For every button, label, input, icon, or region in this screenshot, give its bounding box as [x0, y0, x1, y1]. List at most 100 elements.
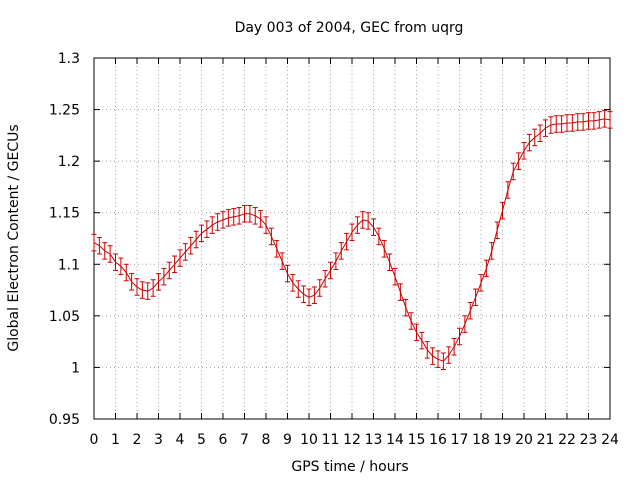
x-tick-label: 4: [176, 432, 185, 448]
error-bar-point: [209, 216, 215, 234]
error-bar-point: [457, 327, 462, 346]
y-tick-label: 0.95: [49, 412, 80, 428]
error-bar-point: [575, 113, 581, 131]
error-bar-point: [602, 110, 608, 128]
error-bar-point: [510, 162, 516, 181]
y-tick-label: 1.05: [49, 309, 80, 325]
error-bar-point: [419, 331, 425, 350]
error-bar-point: [403, 298, 409, 317]
error-bar-point: [285, 264, 290, 283]
x-tick-label: 19: [494, 432, 512, 448]
x-tick-label: 6: [219, 432, 228, 448]
error-bar-point: [580, 113, 586, 131]
data-series: [91, 110, 613, 370]
y-tick-label: 1.2: [58, 154, 80, 170]
error-bar-point: [139, 281, 145, 299]
error-bar-point: [338, 242, 344, 260]
x-tick-label: 13: [365, 432, 383, 448]
error-bar-point: [451, 338, 457, 356]
error-bar-point: [156, 273, 161, 291]
error-bar-point: [193, 230, 199, 249]
error-bar-point: [161, 267, 167, 286]
error-bar-point: [607, 111, 613, 129]
error-bar-point: [102, 242, 108, 260]
error-bar-point: [252, 207, 258, 225]
error-bar-point: [505, 181, 511, 199]
x-tick-label: 14: [386, 432, 404, 448]
chart-title: Day 003 of 2004, GEC from uqrg: [235, 20, 464, 36]
error-bar-point: [129, 273, 135, 291]
error-bar-point: [548, 116, 554, 134]
error-bar-point: [328, 261, 333, 280]
error-bar-point: [349, 223, 355, 242]
error-bar-point: [333, 252, 339, 270]
error-bar-point: [247, 204, 253, 223]
error-bar-point: [430, 347, 436, 365]
x-tick-label: 16: [429, 432, 447, 448]
error-bar-point: [435, 350, 441, 368]
y-tick-label: 1.25: [49, 103, 80, 119]
error-bar-point: [199, 224, 204, 243]
x-tick-label: 15: [408, 432, 426, 448]
error-bar-point: [225, 209, 231, 227]
error-bar-point: [107, 245, 113, 263]
error-bar-point: [150, 279, 156, 297]
error-bar-point: [473, 288, 479, 307]
error-bar-point: [424, 341, 430, 359]
error-bar-point: [537, 124, 543, 143]
error-bar-point: [96, 236, 102, 255]
x-tick-label: 11: [322, 432, 340, 448]
error-bar-point: [360, 211, 366, 229]
error-bar-point: [215, 213, 221, 231]
error-bar-point: [123, 263, 129, 282]
error-bar-point: [564, 114, 570, 132]
x-tick-label: 3: [154, 432, 163, 448]
x-axis-label: GPS time / hours: [291, 459, 408, 475]
error-bar-point: [586, 112, 591, 130]
error-bar-point: [263, 216, 269, 234]
error-bar-point: [236, 207, 242, 225]
error-bar-point: [553, 115, 559, 133]
x-axis: 0 1 2 3 4 5 6 7 8 9 10 11 12 13 14 15 16 17 18 19 20 21 22 23 24: [90, 58, 619, 448]
y-tick-label: 1.3: [58, 51, 80, 67]
error-bar-point: [462, 315, 468, 333]
error-bar-point: [414, 323, 419, 342]
error-bar-point: [381, 240, 387, 258]
error-bar-point: [204, 220, 210, 238]
error-bar-point: [446, 346, 452, 364]
x-tick-label: 17: [451, 432, 469, 448]
error-bar-point: [467, 301, 473, 320]
y-axis-label: Global Electron Content / GECUs: [6, 124, 22, 351]
error-bar-point: [408, 312, 414, 330]
error-bar-point: [188, 236, 194, 255]
error-bar-point: [317, 279, 323, 297]
error-bar-point: [440, 352, 446, 370]
error-bar-point: [387, 253, 393, 271]
x-tick-label: 8: [262, 432, 271, 448]
error-bar-point: [494, 221, 500, 239]
error-bar-point: [397, 283, 403, 301]
error-bar-point: [569, 114, 575, 132]
x-tick-label: 10: [300, 432, 318, 448]
x-tick-label: 2: [133, 432, 142, 448]
error-bar-point: [344, 232, 350, 251]
error-bar-point: [177, 249, 183, 267]
x-tick-label: 12: [343, 432, 361, 448]
error-bar-point: [311, 286, 317, 304]
x-tick-label: 9: [283, 432, 292, 448]
error-bar-point: [478, 274, 484, 292]
error-bar-point: [166, 261, 172, 280]
x-tick-label: 22: [558, 432, 576, 448]
error-bar-point: [134, 278, 140, 296]
error-bar-point: [268, 227, 274, 246]
error-bar-point: [516, 152, 522, 170]
error-bar-point: [354, 216, 360, 234]
y-tick-label: 1: [71, 360, 80, 376]
error-bar-point: [596, 111, 602, 129]
x-tick-label: 20: [515, 432, 533, 448]
error-bar-point: [91, 233, 97, 252]
error-bar-point: [500, 201, 505, 220]
error-bar-point: [279, 252, 285, 270]
error-bar-point: [306, 288, 312, 307]
